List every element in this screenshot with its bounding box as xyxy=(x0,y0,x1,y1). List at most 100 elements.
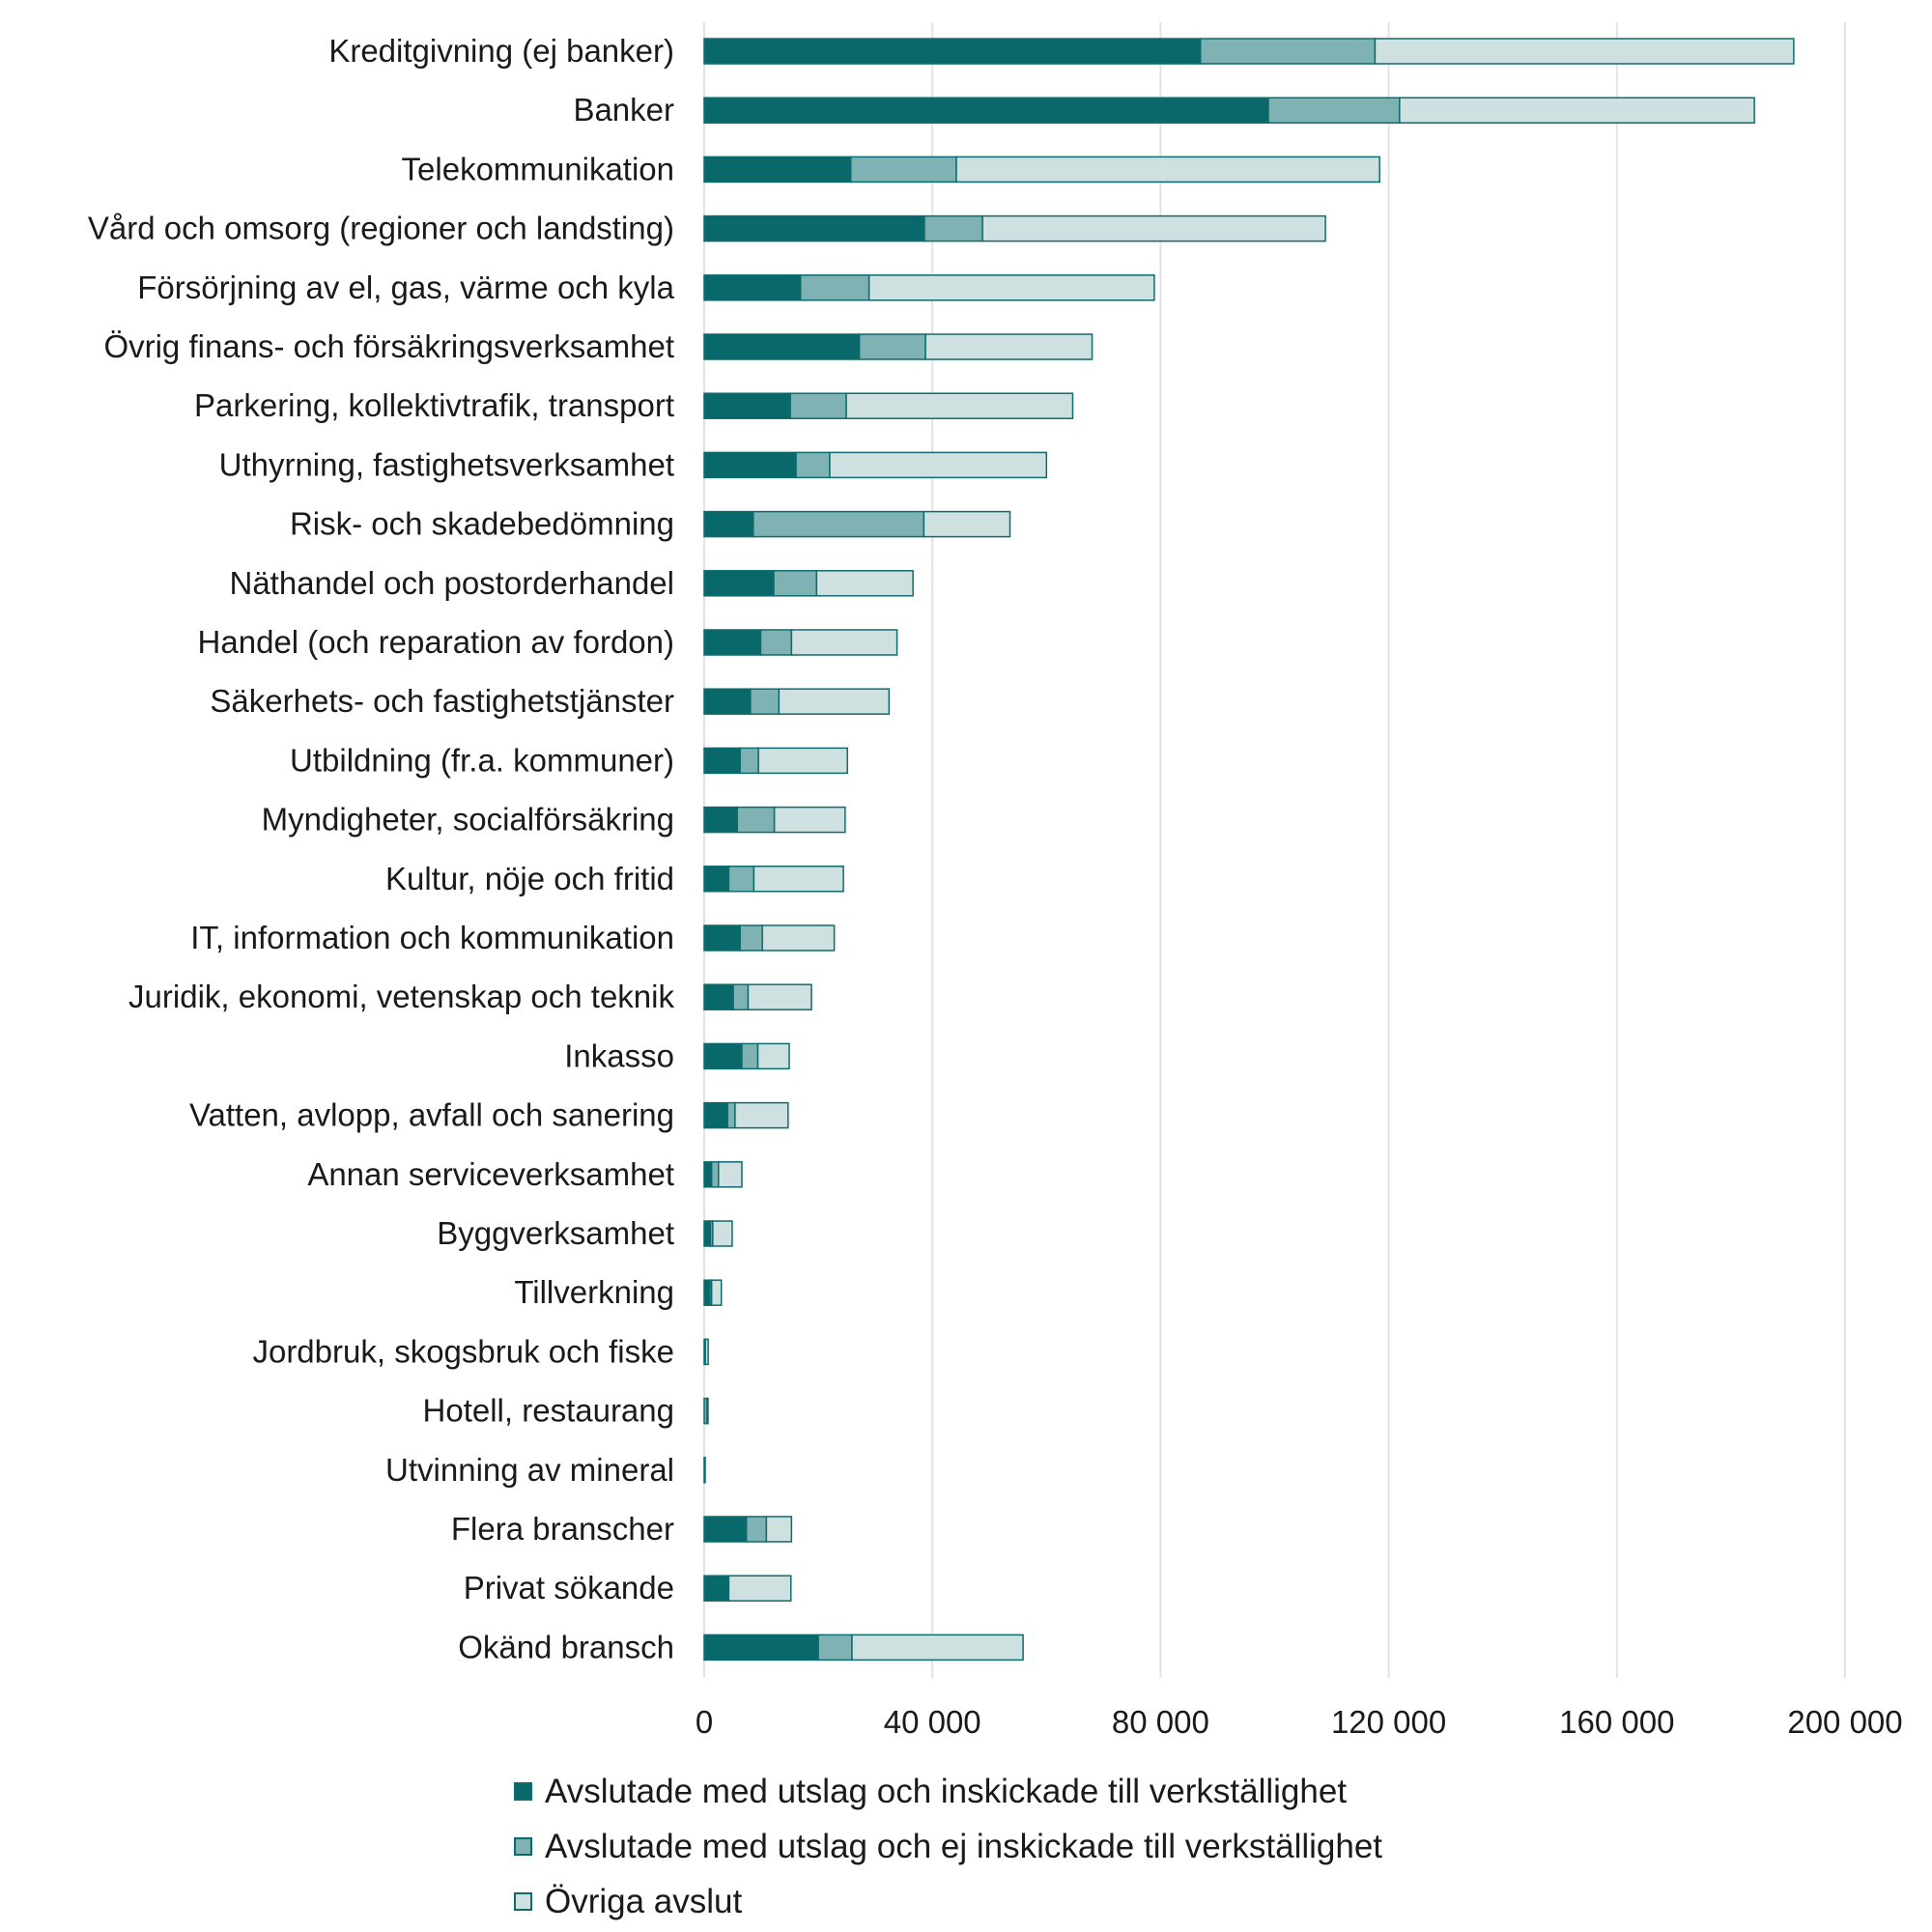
bar-segment-series-2 xyxy=(710,1161,720,1188)
bar-segment-series-1 xyxy=(703,451,797,479)
bar-segment-series-1 xyxy=(703,274,802,301)
bar-row xyxy=(703,1397,709,1425)
bar-segment-series-3 xyxy=(747,983,812,1010)
category-label: Säkerhets- och fastighetstjänster xyxy=(210,683,674,719)
legend-swatch-dark xyxy=(514,1782,532,1801)
bar-row xyxy=(703,866,844,893)
bar-segment-series-3 xyxy=(867,274,1155,301)
bar-segment-series-3 xyxy=(712,1220,733,1247)
bar-segment-series-2 xyxy=(1267,97,1401,124)
category-label: Uthyrning, fastighetsverksamhet xyxy=(219,446,674,482)
x-tick-label: 200 000 xyxy=(1787,1704,1902,1740)
bar-row xyxy=(703,570,914,597)
bar-segment-series-3 xyxy=(718,1161,743,1188)
bar-row xyxy=(703,1338,709,1366)
bar-row xyxy=(703,1220,733,1247)
category-label: Okänd bransch xyxy=(458,1629,674,1664)
bar-segment-series-2 xyxy=(759,629,793,656)
x-tick-label: 0 xyxy=(696,1704,713,1740)
bar-segment-series-1 xyxy=(703,333,861,360)
bar-segment-series-1 xyxy=(703,629,762,656)
bar-row xyxy=(703,156,1380,184)
bar-segment-series-2 xyxy=(739,924,763,952)
legend-label: Avslutade med utslag och inskickade till… xyxy=(545,1772,1348,1810)
category-label: Hotell, restaurang xyxy=(423,1393,674,1429)
category-label: Annan serviceverksamhet xyxy=(307,1156,674,1192)
bar-segment-series-1 xyxy=(703,570,775,597)
bar-segment-series-1 xyxy=(703,1042,743,1070)
bar-segment-series-3 xyxy=(734,1101,789,1129)
bar-row xyxy=(703,983,812,1010)
bar-segment-series-3 xyxy=(706,1397,709,1425)
bar-segment-series-3 xyxy=(765,1516,793,1543)
bar-segment-series-1 xyxy=(703,806,738,834)
category-label: Flera branscher xyxy=(451,1511,674,1547)
bar-segment-series-3 xyxy=(727,1575,792,1602)
category-label: Utvinning av mineral xyxy=(385,1452,674,1488)
bar-segment-series-3 xyxy=(761,924,836,952)
bar-row xyxy=(703,1101,789,1129)
category-label: Myndigheter, socialförsäkring xyxy=(262,802,674,838)
bar-segment-series-3 xyxy=(1374,38,1795,65)
bar-segment-series-2 xyxy=(750,688,781,715)
bar-row xyxy=(703,1516,793,1543)
x-axis-tick-labels: 0 40 000 80 000 120 000 160 000 200 000 xyxy=(696,1704,1903,1740)
bar-segment-series-2 xyxy=(858,333,926,360)
bar-row xyxy=(703,38,1795,65)
legend-item-enforcement-sent: Avslutade med utslag och inskickade till… xyxy=(514,1764,1382,1819)
bar-segment-series-2 xyxy=(745,1516,768,1543)
bar-segment-series-1 xyxy=(703,983,734,1010)
category-label: Telekommunikation xyxy=(402,151,674,186)
bar-segment-series-3 xyxy=(815,570,914,597)
bar-row xyxy=(703,392,1074,419)
category-label: Vård och omsorg (regioner och landsting) xyxy=(88,211,674,246)
category-label: Handel (och reparation av fordon) xyxy=(198,624,674,660)
bar-segment-series-2 xyxy=(923,214,983,242)
category-label: Risk- och skadebedömning xyxy=(290,506,674,542)
bar-segment-series-2 xyxy=(773,570,818,597)
legend-item-enforcement-not-sent: Avslutade med utslag och ej inskickade t… xyxy=(514,1819,1382,1874)
bar-segment-series-1 xyxy=(703,924,741,952)
bar-row xyxy=(703,1279,723,1306)
category-label: Inkasso xyxy=(564,1037,674,1073)
bar-segment-series-3 xyxy=(704,1338,709,1366)
x-tick-label: 120 000 xyxy=(1331,1704,1446,1740)
bar-segment-series-3 xyxy=(773,806,846,834)
bar-row xyxy=(703,510,1011,538)
legend-label: Avslutade med utslag och ej inskickade t… xyxy=(545,1827,1383,1865)
bar-segment-series-3 xyxy=(753,866,844,893)
bars xyxy=(703,38,1795,1662)
bar-segment-series-2 xyxy=(1199,38,1377,65)
bar-segment-series-2 xyxy=(727,866,755,893)
stacked-bar-chart: Kreditgivning (ej banker) Banker Telekommu… xyxy=(88,22,1903,1740)
bar-segment-series-1 xyxy=(703,866,730,893)
bar-row xyxy=(703,747,848,775)
bar-segment-series-3 xyxy=(1399,97,1755,124)
category-label: Tillverkning xyxy=(514,1274,674,1310)
bar-row xyxy=(703,451,1048,479)
category-label: Kultur, nöje och fritid xyxy=(385,861,674,896)
bar-segment-series-1 xyxy=(703,688,752,715)
category-label: Näthandel och postorderhandel xyxy=(229,565,674,601)
bar-segment-series-1 xyxy=(703,38,1202,65)
bar-segment-series-2 xyxy=(741,1042,759,1070)
bar-segment-series-3 xyxy=(703,1457,706,1484)
bar-segment-series-1 xyxy=(703,156,852,184)
bar-segment-series-3 xyxy=(924,333,1094,360)
bar-segment-series-3 xyxy=(955,156,1380,184)
bar-segment-series-1 xyxy=(703,1516,748,1543)
x-tick-label: 40 000 xyxy=(884,1704,981,1740)
bar-row xyxy=(703,97,1755,124)
category-label: Övrig finans- och försäkringsverksamhet xyxy=(103,328,674,364)
bar-row xyxy=(703,806,846,834)
bar-segment-series-2 xyxy=(753,510,925,538)
category-label: Jordbruk, skogsbruk och fiske xyxy=(252,1333,674,1369)
category-label: Parkering, kollektivtrafik, transport xyxy=(194,387,674,423)
category-label: Juridik, ekonomi, vetenskap och teknik xyxy=(128,979,674,1014)
legend-swatch-light xyxy=(514,1892,532,1911)
x-tick-label: 80 000 xyxy=(1112,1704,1209,1740)
bar-segment-series-1 xyxy=(703,1220,712,1247)
bar-segment-series-2 xyxy=(800,274,870,301)
bar-segment-series-1 xyxy=(703,214,925,242)
bar-segment-series-3 xyxy=(710,1279,723,1306)
